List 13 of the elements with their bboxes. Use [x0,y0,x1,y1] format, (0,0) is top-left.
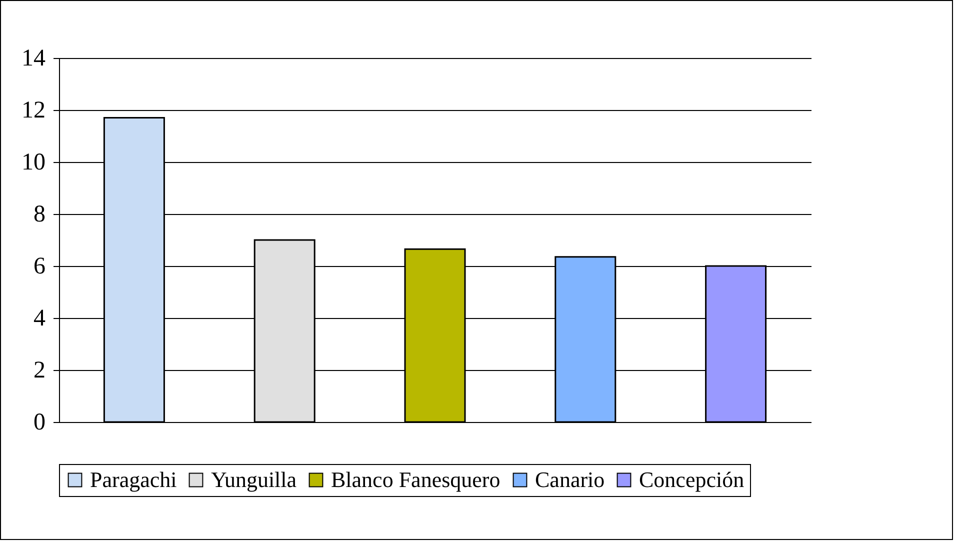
legend-label: Yunguilla [211,467,297,492]
legend-label: Paragachi [90,467,177,492]
y-tick-label: 2 [34,358,46,384]
y-tick-label: 6 [34,254,46,280]
legend-label: Concepción [639,467,744,492]
y-tick-label: 4 [34,306,46,332]
y-tick-label: 8 [34,202,46,228]
y-tick-label: 12 [22,98,46,124]
y-tick-label: 10 [22,150,46,176]
legend-label: Canario [535,467,605,492]
y-tick-label: 14 [22,46,46,72]
legend-label: Blanco Fanesquero [331,467,500,492]
y-tick-label: 0 [34,410,46,436]
